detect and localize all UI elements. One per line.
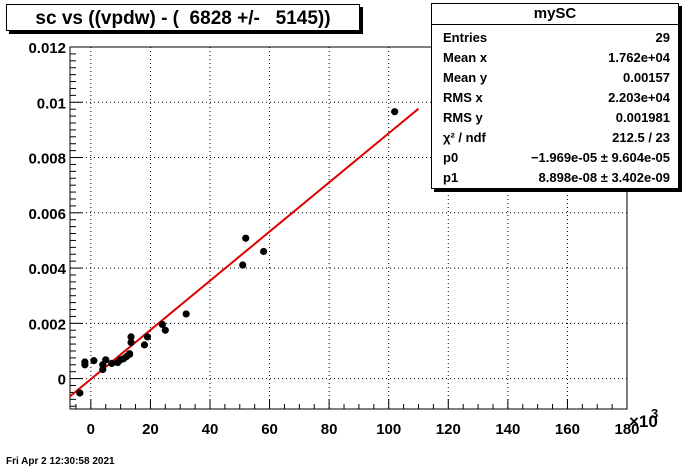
data-point (140, 341, 149, 349)
x-tick-label: 80 (321, 421, 338, 438)
plot-frame (69, 46, 628, 410)
stats-title: mySC (432, 4, 678, 25)
x-tick-label: 100 (376, 421, 401, 438)
x-tick-label: 160 (555, 421, 580, 438)
stats-value: 29 (655, 30, 670, 45)
x-tick-label: 60 (261, 421, 278, 438)
stats-row: RMS x 2.203e+04 (443, 88, 670, 108)
stats-row: χ² / ndf 212.5 / 23 (443, 128, 670, 148)
stats-row: Entries 29 (443, 28, 670, 48)
stats-key: Mean x (443, 50, 488, 65)
stats-value: 0.00157 (623, 70, 670, 85)
x-tick-label: 40 (202, 421, 219, 438)
chart-title: sc vs ((vpdw) - ( 6828 +/- 5145)) (35, 8, 331, 29)
stats-row: Mean y 0.00157 (443, 68, 670, 88)
stats-key: RMS x (443, 90, 483, 105)
y-tick-label: 0.012 (28, 40, 66, 57)
stats-box: mySC Entries 29 Mean x 1.762e+04 Mean y 0.001… (431, 3, 679, 189)
data-point (158, 320, 166, 329)
timestamp: Fri Apr 2 12:30:58 2021 (6, 456, 115, 467)
data-point (127, 338, 135, 347)
stats-key: RMS y (443, 110, 483, 125)
x-tick-label: 180 (614, 421, 639, 438)
stats-value: −1.969e-05 ± 9.604e-05 (530, 150, 670, 165)
y-tick-label: 0.01 (37, 95, 66, 112)
data-point (108, 359, 116, 368)
data-point (143, 333, 152, 341)
data-point (76, 389, 84, 397)
stats-row: RMS y 0.001981 (443, 108, 670, 128)
data-point (239, 261, 247, 269)
x-tick-label: 20 (142, 421, 159, 438)
data-point (260, 247, 268, 256)
y-tick-label: 0 (58, 372, 66, 389)
data-point (391, 108, 399, 116)
stats-row: p1 8.898e-08 ± 3.402e-09 (443, 168, 670, 188)
stats-value: 8.898e-08 ± 3.402e-09 (538, 170, 670, 185)
y-tick-label: 0.002 (28, 316, 66, 333)
stats-key: Mean y (443, 70, 488, 85)
data-point (125, 350, 134, 358)
x-tick-label: 140 (495, 421, 520, 438)
stats-value: 2.203e+04 (608, 90, 670, 105)
stats-value: 0.001981 (615, 110, 670, 125)
data-point (90, 357, 98, 365)
y-tick-label: 0.008 (28, 151, 66, 168)
stats-key: p0 (443, 150, 459, 165)
stats-value: 1.762e+04 (608, 50, 670, 65)
data-point (161, 326, 169, 334)
stats-row: Mean x 1.762e+04 (443, 48, 670, 68)
stats-key: p1 (443, 170, 459, 185)
x-tick-label: 120 (436, 421, 461, 438)
stats-row: p0 −1.969e-05 ± 9.604e-05 (443, 148, 670, 168)
y-tick-label: 0.004 (28, 261, 66, 278)
x-axis-multiplier-exponent: 3 (651, 406, 658, 421)
fit-line (69, 107, 420, 398)
y-tick-label: 0.006 (28, 206, 66, 223)
title-box: sc vs ((vpdw) - ( 6828 +/- 5145)) (6, 4, 360, 31)
stats-value: 212.5 / 23 (612, 130, 670, 145)
data-point (102, 356, 110, 364)
x-axis-multiplier: ×10 (629, 412, 658, 431)
data-point (127, 333, 135, 341)
data-point (242, 234, 250, 242)
data-point (81, 358, 89, 366)
stats-key: χ² / ndf (443, 130, 486, 145)
x-tick-label: 0 (87, 421, 95, 438)
data-point (182, 310, 190, 318)
stats-key: Entries (443, 30, 488, 45)
